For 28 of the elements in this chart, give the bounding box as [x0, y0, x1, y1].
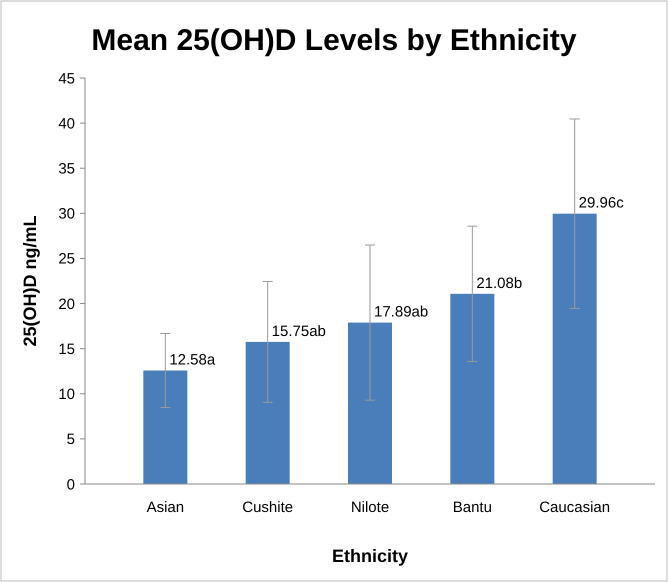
bar: [552, 214, 597, 484]
y-tick-label: 45: [58, 70, 75, 88]
x-tick-label: Cushite: [242, 499, 294, 516]
x-tick-label: Bantu: [452, 499, 492, 516]
y-tick-label: 5: [66, 431, 75, 448]
data-label: 15.75ab: [272, 322, 326, 340]
bar: [246, 342, 290, 484]
y-tick-label: 20: [58, 296, 75, 313]
y-tick-label: 25: [58, 250, 75, 268]
data-label: 21.08b: [476, 274, 522, 292]
bar: [143, 370, 188, 484]
y-tick-label: 15: [58, 340, 75, 358]
data-label: 17.89ab: [374, 304, 428, 321]
x-tick-label: Asian: [146, 499, 184, 516]
chart-title: Mean 25(OH)D Levels by Ethnicity: [91, 24, 577, 57]
y-tick-label: 0: [66, 476, 75, 494]
x-tick-label: Caucasian: [539, 499, 610, 516]
y-axis-title: 25(OH)D ng/mL: [20, 215, 40, 347]
data-label: 12.58a: [169, 352, 216, 368]
y-tick-label: 40: [58, 115, 75, 132]
y-tick-label: 35: [58, 160, 75, 178]
y-tick-label: 30: [58, 206, 75, 223]
data-label: 29.96c: [578, 194, 624, 212]
y-tick-label: 10: [58, 386, 75, 404]
bar: [450, 294, 494, 484]
bar: [348, 322, 392, 484]
x-axis-title: Ethnicity: [332, 546, 408, 566]
x-tick-label: Nilote: [350, 499, 390, 516]
